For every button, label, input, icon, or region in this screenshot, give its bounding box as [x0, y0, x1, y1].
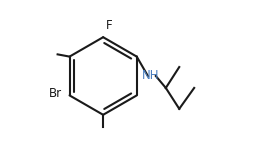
Text: Br: Br: [49, 87, 62, 100]
Text: NH: NH: [141, 69, 159, 83]
Text: F: F: [106, 19, 112, 32]
